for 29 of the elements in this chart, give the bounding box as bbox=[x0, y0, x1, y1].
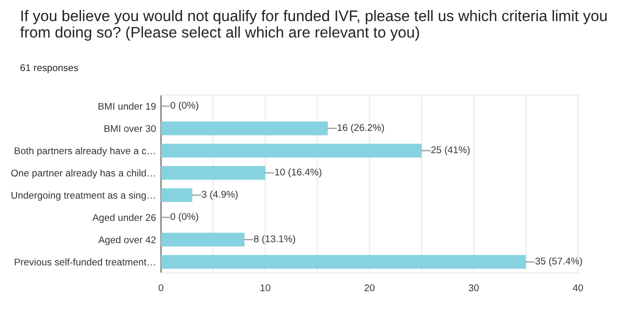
bar bbox=[161, 254, 526, 269]
y-tick-label: BMI over 30 bbox=[104, 125, 156, 132]
y-tick-label: Previous self-funded treatment… bbox=[14, 258, 155, 266]
data-label: 3 (4.9%) bbox=[202, 190, 238, 200]
bar bbox=[161, 188, 192, 202]
data-label: 8 (13.1%) bbox=[254, 235, 296, 244]
y-tick-label: Aged over 42 bbox=[98, 236, 156, 246]
x-tick-label: 40 bbox=[572, 284, 584, 292]
data-label: 10 (16.4%) bbox=[275, 168, 322, 178]
chart-title: If you believe you would not qualify for funded IVF, please tell us which criteria limit you from doing so? (Please select all which are relevant to you) bbox=[20, 10, 607, 41]
bar bbox=[161, 144, 422, 158]
y-tick-label: Both partners already have a c… bbox=[14, 147, 155, 156]
data-label: 0 (0%) bbox=[170, 212, 198, 222]
data-label: 25 (41%) bbox=[431, 146, 470, 156]
x-tick-label: 30 bbox=[468, 284, 479, 292]
x-tick-label: 10 bbox=[260, 284, 270, 292]
y-tick-label: One partner already has a child… bbox=[11, 169, 155, 178]
y-tick-label: Aged under 26 bbox=[92, 214, 156, 223]
x-tick-label: 0 bbox=[158, 284, 164, 292]
x-tick-label: 20 bbox=[364, 284, 375, 292]
text: 61 responses bbox=[20, 64, 78, 74]
data-label: 0 (0%) bbox=[170, 102, 198, 111]
bar bbox=[161, 232, 244, 247]
data-label: 35 (57.4%) bbox=[535, 257, 582, 266]
bar bbox=[161, 121, 328, 136]
y-tick-label: BMI under 19 bbox=[98, 102, 156, 110]
y-tick-label: Undergoing treatment as a sing… bbox=[12, 192, 155, 201]
data-label: 16 (26.2%) bbox=[338, 124, 384, 133]
bar bbox=[161, 166, 266, 180]
